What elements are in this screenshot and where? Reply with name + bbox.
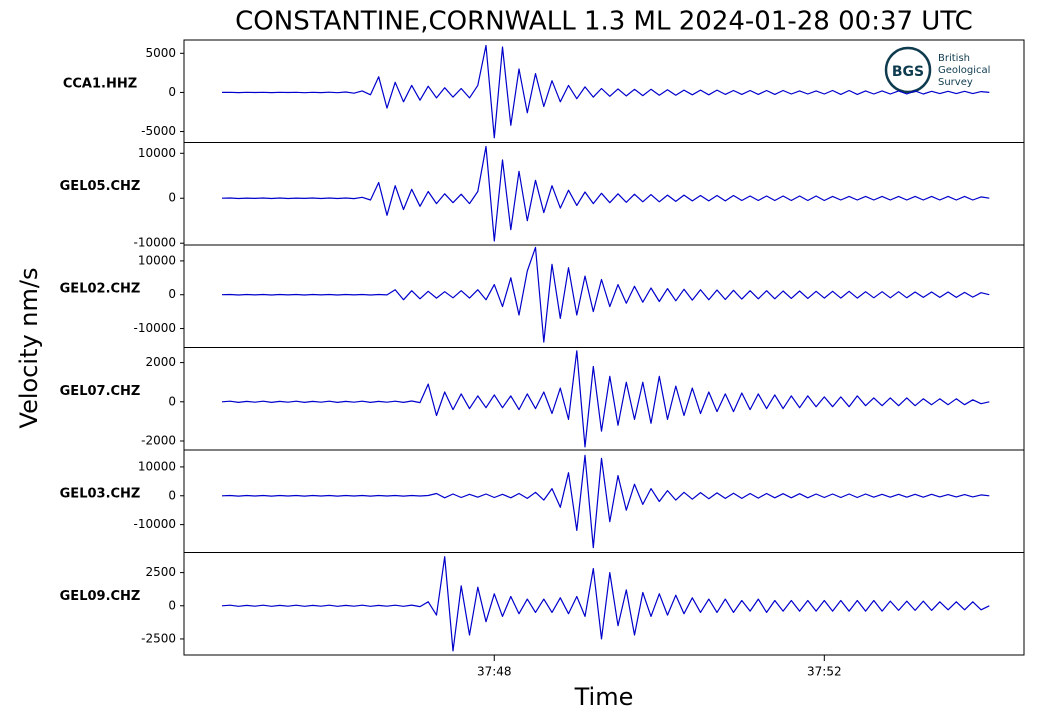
y-tick-label: 0 — [168, 598, 176, 612]
waveform — [221, 556, 990, 652]
logo-text: Geological — [938, 65, 990, 76]
logo: BGS British Geological Survey — [884, 46, 990, 94]
y-tick-label: 10000 — [138, 253, 176, 267]
waveform — [221, 454, 990, 549]
station-label: GEL03.CHZ — [60, 487, 141, 502]
x-tick-label: 37:48 — [477, 665, 512, 679]
station-label: GEL05.CHZ — [60, 179, 141, 194]
y-tick-label: 5000 — [145, 46, 176, 60]
y-axis-label: Velocity nm/s — [15, 268, 43, 429]
y-tick-label: 2000 — [145, 355, 176, 369]
panel-frame — [183, 449, 1025, 553]
waveform — [221, 350, 990, 448]
logo-text: Survey — [938, 77, 973, 88]
y-tick-label: -10000 — [133, 517, 176, 531]
panel-frame — [183, 552, 1025, 656]
waveform — [221, 145, 990, 242]
y-tick-label: 10000 — [138, 146, 176, 160]
station-label: GEL07.CHZ — [60, 384, 141, 399]
y-tick-label: 0 — [168, 488, 176, 502]
y-tick-label: 0 — [168, 287, 176, 301]
x-axis-label: Time — [574, 683, 634, 711]
y-tick-label: 2500 — [145, 565, 176, 579]
logo-mark: BGS — [892, 64, 924, 80]
waveform — [221, 44, 990, 139]
y-tick-label: -2000 — [141, 433, 176, 447]
waveform — [221, 246, 990, 343]
y-tick-label: -10000 — [133, 321, 176, 335]
station-label: GEL02.CHZ — [60, 282, 141, 297]
panel-frame — [183, 347, 1025, 451]
panel-frame — [183, 142, 1025, 246]
logo-text: British — [938, 53, 970, 64]
y-tick-label: -2500 — [141, 631, 176, 645]
chart-title: CONSTANTINE,CORNWALL 1.3 ML 2024-01-28 0… — [235, 7, 973, 37]
logo-ring — [884, 46, 932, 94]
y-tick-label: -5000 — [141, 124, 176, 138]
y-tick-label: 10000 — [138, 459, 176, 473]
y-tick-label: -10000 — [133, 236, 176, 250]
station-label: GEL09.CHZ — [60, 589, 141, 604]
y-tick-label: 0 — [168, 85, 176, 99]
x-tick-label: 37:52 — [807, 665, 842, 679]
panel-frame — [183, 244, 1025, 348]
y-tick-label: 0 — [168, 394, 176, 408]
y-tick-label: 0 — [168, 191, 176, 205]
station-label: CCA1.HHZ — [63, 77, 137, 92]
